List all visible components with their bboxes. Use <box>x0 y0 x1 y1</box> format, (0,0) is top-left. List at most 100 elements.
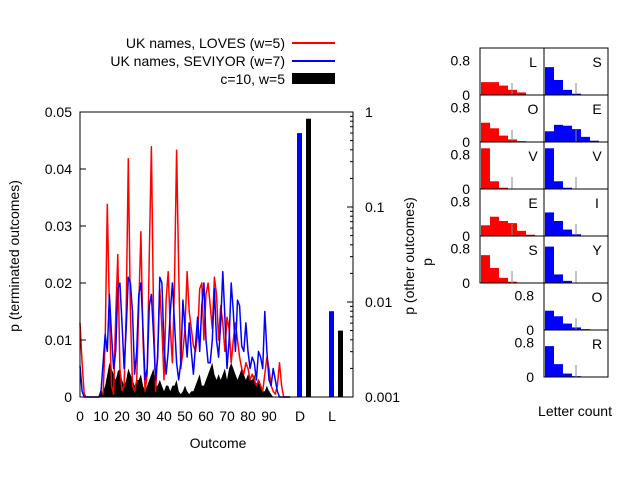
histogram-bar <box>481 255 490 283</box>
histogram-bar <box>563 323 572 330</box>
histogram-bar <box>554 274 563 283</box>
histogram-letter: O <box>592 289 603 305</box>
histogram-letter: Y <box>592 242 602 258</box>
x-tick-label: 80 <box>240 408 256 424</box>
histogram-y-tick-label: 0.8 <box>451 194 471 210</box>
y-left-tick-label: 0 <box>64 389 72 405</box>
histogram-panel-blue-Y: Y <box>543 235 609 284</box>
histogram-y-tick-label: 0 <box>462 181 470 197</box>
histogram-y-tick-label: 0.8 <box>451 147 471 163</box>
histogram-bar <box>563 280 572 283</box>
y-right-axis-label: p (other outcomes) <box>401 197 417 315</box>
histogram-y-axis-label: p <box>419 258 435 266</box>
histogram-panel-red-L: L <box>479 47 545 96</box>
histogram-bar <box>499 187 508 189</box>
x-tick-label: 70 <box>219 408 235 424</box>
histogram-panel-red-S: S <box>479 235 545 284</box>
histogram-panel-red-V: V <box>479 141 545 190</box>
x-tick-label: 60 <box>198 408 214 424</box>
histogram-bar <box>526 234 535 236</box>
histogram-bar <box>545 310 554 330</box>
histogram-letter: L <box>529 54 537 70</box>
histogram-bar <box>554 181 563 189</box>
histogram-bar <box>481 122 490 142</box>
histogram-bar <box>563 373 572 377</box>
histogram-y-tick-label: 0.8 <box>451 53 471 69</box>
legend: UK names, LOVES (w=5) UK names, SEVIYOR (… <box>110 35 335 87</box>
x-category-label-L: L <box>328 408 336 424</box>
histogram-panel-blue-R: R <box>543 329 609 378</box>
histogram-x-axis-label: Letter count <box>538 403 612 419</box>
histogram-bar <box>490 268 499 283</box>
histogram-bar <box>563 229 572 236</box>
histogram-letter: R <box>592 336 602 352</box>
histogram-bar <box>499 135 508 142</box>
histogram-letter: S <box>592 54 601 70</box>
histogram-panel-red-O: O <box>479 94 545 143</box>
other-outcome-bar-D-0 <box>297 133 302 398</box>
x-tick-label: 10 <box>93 408 109 424</box>
histogram-y-tick-label: 0 <box>462 87 470 103</box>
histogram-bar <box>554 316 563 330</box>
histogram-bar <box>545 212 554 236</box>
histogram-panel-red-E: E <box>479 188 545 237</box>
histogram-bar <box>545 346 554 377</box>
legend-label: UK names, SEVIYOR (w=7) <box>110 53 285 69</box>
histogram-bar <box>490 82 499 95</box>
histogram-panel-blue-I: I <box>543 188 609 237</box>
series-area-c10-w5 <box>80 362 290 397</box>
x-tick-label: 20 <box>114 408 130 424</box>
histogram-bar <box>563 125 572 142</box>
histogram-panel-blue-O: O <box>543 282 609 331</box>
main-plot-frame <box>79 111 354 398</box>
histogram-y-tick-label: 0 <box>462 134 470 150</box>
histogram-bar <box>481 148 490 189</box>
histogram-bar <box>545 148 554 189</box>
histogram-letter: O <box>528 101 539 117</box>
histogram-bar <box>590 140 599 142</box>
y-left-tick-label: 0.05 <box>45 104 72 120</box>
y-left-tick-label: 0.04 <box>45 161 72 177</box>
histogram-y-tick-label: 0.8 <box>515 335 535 351</box>
histogram-bar <box>517 92 526 95</box>
y-left-tick-label: 0.02 <box>45 275 72 291</box>
y-left-axis-label: p (terminated outcomes) <box>6 180 22 332</box>
x-tick-label: 90 <box>261 408 277 424</box>
histogram-y-tick-label: 0.8 <box>515 288 535 304</box>
histogram-y-tick-label: 0.8 <box>451 100 471 116</box>
y-left-tick-label: 0.03 <box>45 218 72 234</box>
y-right-tick-label: 0.01 <box>365 294 392 310</box>
histogram-bar <box>545 67 554 95</box>
histogram-y-tick-label: 0 <box>526 322 534 338</box>
x-tick-label: 50 <box>177 408 193 424</box>
histogram-bar <box>554 124 563 142</box>
histogram-bar <box>581 136 590 142</box>
other-outcome-bar-L-3 <box>338 330 343 397</box>
histogram-bar <box>490 216 499 236</box>
histogram-letter: V <box>528 148 538 164</box>
histogram-panel-blue-V: V <box>543 141 609 190</box>
histogram-panel-blue-E: E <box>543 94 609 143</box>
x-tick-label: 40 <box>156 408 172 424</box>
legend-swatch-box <box>292 73 335 84</box>
histogram-bar <box>499 221 508 236</box>
legend-label: c=10, w=5 <box>220 71 285 87</box>
histogram-bar <box>499 277 508 283</box>
histogram-panel-blue-S: S <box>543 47 609 96</box>
other-outcome-bar-D-1 <box>306 118 311 397</box>
other-outcome-bar-L-2 <box>329 311 334 397</box>
letter-histograms: L00.8O00.8V00.8E00.8S00.8SEVIYO00.8R00.8… <box>419 47 612 419</box>
series-line-seviyor <box>79 270 290 398</box>
x-tick-label: 30 <box>135 408 151 424</box>
y-left-tick-label: 0.01 <box>45 332 72 348</box>
x-axis-label: Outcome <box>190 435 247 451</box>
histogram-letter: E <box>592 101 601 117</box>
histogram-bar <box>545 131 554 142</box>
histogram-bar <box>481 82 490 95</box>
histogram-bar <box>499 85 508 95</box>
x-category-label-D: D <box>295 408 305 424</box>
histogram-bar <box>517 230 526 236</box>
histogram-bar <box>545 246 554 283</box>
histogram-bar <box>563 187 572 189</box>
